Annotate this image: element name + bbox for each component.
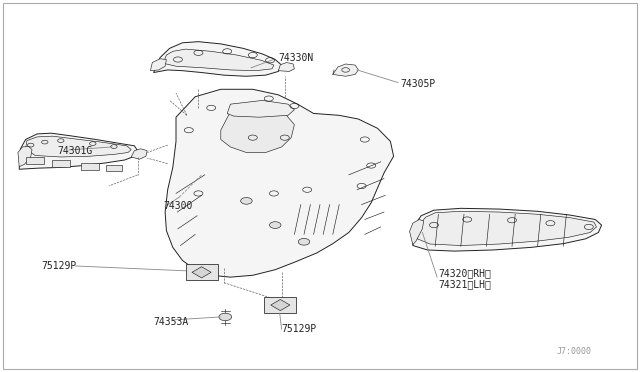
Circle shape (219, 313, 232, 321)
Text: 74353A: 74353A (154, 317, 189, 327)
Text: 74305P: 74305P (400, 79, 435, 89)
Text: 74330N: 74330N (278, 53, 314, 62)
Text: 74300: 74300 (163, 202, 193, 211)
Text: 74321＜LH＞: 74321＜LH＞ (438, 280, 492, 289)
Text: 74320＜RH＞: 74320＜RH＞ (438, 269, 492, 278)
Polygon shape (186, 264, 218, 280)
Polygon shape (165, 89, 394, 277)
Text: 75129P: 75129P (282, 324, 317, 334)
Polygon shape (131, 149, 147, 159)
Text: 75129P: 75129P (42, 261, 77, 271)
Polygon shape (192, 267, 211, 278)
Circle shape (241, 198, 252, 204)
Polygon shape (410, 219, 424, 245)
Polygon shape (19, 133, 138, 169)
Polygon shape (333, 64, 358, 76)
Polygon shape (150, 59, 166, 71)
Circle shape (269, 222, 281, 228)
Polygon shape (227, 100, 294, 117)
Bar (26, 157, 44, 164)
Polygon shape (271, 299, 290, 311)
Bar (52, 160, 70, 167)
Polygon shape (221, 104, 294, 153)
Polygon shape (154, 42, 282, 76)
Polygon shape (18, 147, 32, 167)
Bar (81, 163, 99, 170)
Polygon shape (163, 49, 274, 71)
Text: 74301G: 74301G (58, 146, 93, 155)
Polygon shape (413, 208, 602, 251)
Polygon shape (278, 62, 294, 71)
Text: J7:0000: J7:0000 (557, 347, 592, 356)
Polygon shape (26, 136, 131, 157)
Polygon shape (417, 211, 596, 246)
Bar (106, 165, 122, 171)
Polygon shape (264, 297, 296, 313)
Circle shape (298, 238, 310, 245)
